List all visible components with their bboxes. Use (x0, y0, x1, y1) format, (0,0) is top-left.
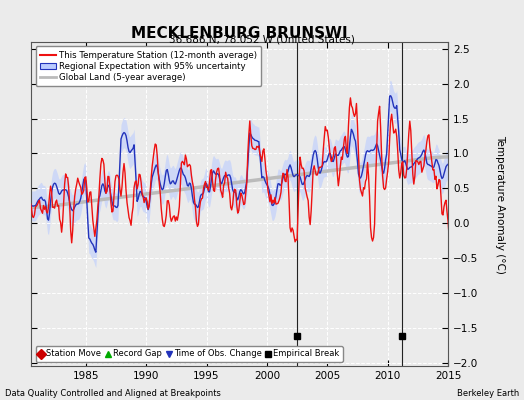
Text: Data Quality Controlled and Aligned at Breakpoints: Data Quality Controlled and Aligned at B… (5, 389, 221, 398)
Y-axis label: Temperature Anomaly (°C): Temperature Anomaly (°C) (495, 134, 505, 274)
Text: Berkeley Earth: Berkeley Earth (456, 389, 519, 398)
Legend: Station Move, Record Gap, Time of Obs. Change, Empirical Break: Station Move, Record Gap, Time of Obs. C… (36, 346, 343, 362)
Text: 36.686 N, 78.052 W (United States): 36.686 N, 78.052 W (United States) (169, 34, 355, 44)
Title: MECKLENBURG BRUNSWI: MECKLENBURG BRUNSWI (132, 26, 348, 41)
